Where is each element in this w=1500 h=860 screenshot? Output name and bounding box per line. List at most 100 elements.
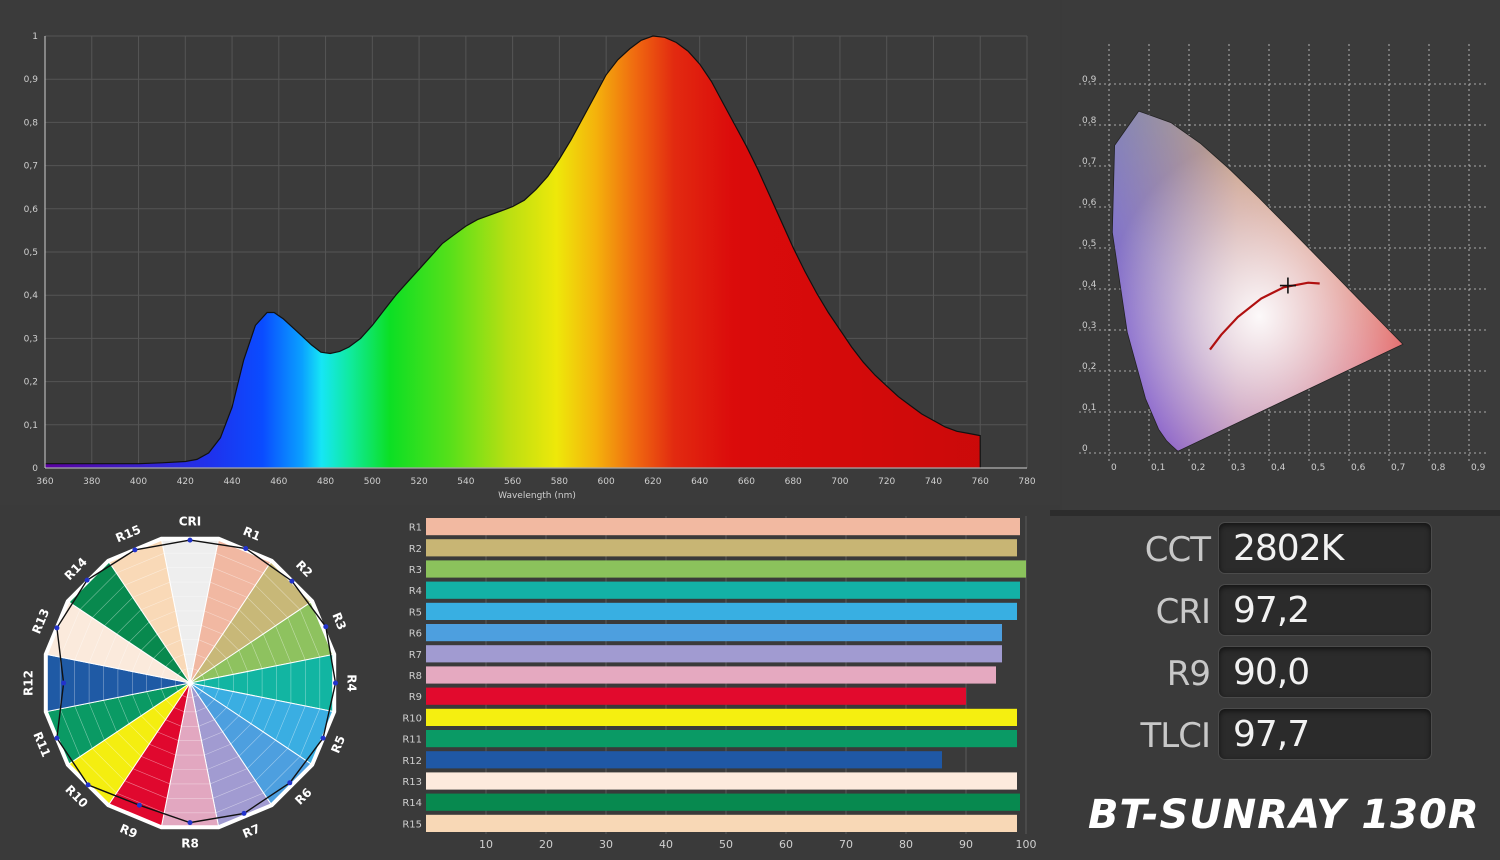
ri-bar-label: R12 xyxy=(402,756,422,767)
x-tick-label: 580 xyxy=(551,477,568,487)
y-tick-label: 0,2 xyxy=(1082,362,1096,372)
spectrum-chart: 360 380 400 420 440 460 480 500 520 540 560 580 600 6… xyxy=(0,0,1060,505)
wheel-ring xyxy=(132,625,248,741)
x-tick-label: 480 xyxy=(317,477,334,487)
metric-value-box: 90,0 xyxy=(1218,646,1432,698)
y-tick-label: 1 xyxy=(32,32,38,42)
score-point xyxy=(85,782,91,788)
y-tick-label: 0,8 xyxy=(1082,116,1097,126)
ri-bar-label: R4 xyxy=(409,586,422,597)
score-point xyxy=(84,577,90,583)
ri-bar-label: R9 xyxy=(409,692,422,703)
metric-tlci: TLCI 97,7 xyxy=(1100,706,1440,768)
wheel-label: CRI xyxy=(179,515,202,529)
wheel-ring xyxy=(103,596,277,770)
wheel-label: R5 xyxy=(328,734,348,756)
wheel-rings xyxy=(59,552,321,814)
y-tick-label: 0,2 xyxy=(24,378,38,388)
ri-bar-label: R15 xyxy=(402,819,422,830)
score-point xyxy=(54,735,60,741)
x-tick-label: 60 xyxy=(779,838,793,851)
x-tick-label: 20 xyxy=(539,838,553,851)
wheel-ring xyxy=(74,567,306,799)
y-tick-label: 0,7 xyxy=(24,162,38,172)
x-tick-label: 90 xyxy=(959,838,973,851)
x-tick-label: 50 xyxy=(719,838,733,851)
wheel-ring xyxy=(175,668,205,698)
score-point xyxy=(132,547,138,553)
wheel-ring xyxy=(160,653,220,713)
spectrum-area xyxy=(44,35,981,469)
y-tick-label: 0,1 xyxy=(1082,403,1096,413)
metrics-panel: CCT 2802K CRI 97,2 R9 90,0 TLCI 97,7 xyxy=(1100,520,1440,768)
x-tick-label: 0,4 xyxy=(1271,463,1286,473)
x-tick-label: 440 xyxy=(223,477,240,487)
x-tick-label: 420 xyxy=(177,477,194,487)
spectrum-x-label: Wavelength (nm) xyxy=(498,491,576,501)
metric-label: CRI xyxy=(1155,592,1211,632)
x-tick-label: 680 xyxy=(785,477,802,487)
ri-bar-label: R10 xyxy=(402,713,422,724)
x-tick-label: 720 xyxy=(878,477,895,487)
x-tick-label: 600 xyxy=(598,477,615,487)
ri-bar xyxy=(426,814,1017,832)
wheel-ring xyxy=(117,610,263,756)
wheel-label: R12 xyxy=(22,670,36,696)
x-tick-label: 760 xyxy=(972,477,989,487)
ri-bar xyxy=(426,708,1017,726)
score-point xyxy=(320,735,326,741)
ri-bar-label: R7 xyxy=(409,650,422,661)
y-tick-label: 0 xyxy=(32,464,38,474)
x-tick-label: 70 xyxy=(839,838,853,851)
wheel-label: R4 xyxy=(345,674,359,692)
x-tick-label: 740 xyxy=(925,477,942,487)
x-tick-label: 30 xyxy=(599,838,613,851)
product-name: BT-SUNRAY 130R xyxy=(1088,792,1480,838)
x-tick-label: 0 xyxy=(1111,463,1117,473)
chromaticity-point-marker xyxy=(1279,277,1296,294)
x-tick-label: 0,8 xyxy=(1431,463,1446,473)
x-tick-label: 660 xyxy=(738,477,755,487)
wheel-label: R8 xyxy=(181,837,199,851)
y-tick-label: 0,5 xyxy=(24,248,38,258)
ri-bar-label: R14 xyxy=(402,798,422,809)
cie-chromaticity-chart: 0 0,1 0,2 0,3 0,4 0,5 0,6 0,7 0,8 0,9 0 0,1 0,2 0,3 0… xyxy=(1062,0,1500,510)
horizontal-divider xyxy=(1050,510,1500,516)
x-tick-label: 100 xyxy=(1016,838,1037,851)
score-point xyxy=(241,810,247,816)
score-point xyxy=(289,578,295,584)
ri-bar-label: R5 xyxy=(409,607,422,618)
ri-bar-label: R1 xyxy=(409,523,422,534)
y-tick-label: 0,4 xyxy=(24,291,39,301)
ri-bar-label: R8 xyxy=(409,671,422,682)
score-point xyxy=(333,680,338,686)
wheel-ring xyxy=(146,639,234,727)
metric-r9: R9 90,0 xyxy=(1100,644,1440,706)
spectral-locus xyxy=(1111,110,1404,452)
y-tick-label: 0,6 xyxy=(1082,198,1097,208)
y-tick-label: 0,1 xyxy=(24,421,38,431)
score-point xyxy=(54,625,60,631)
metric-value-box: 97,2 xyxy=(1218,584,1432,636)
ri-bar-label: R2 xyxy=(409,544,422,555)
x-tick-label: 80 xyxy=(899,838,913,851)
y-tick-label: 0,4 xyxy=(1082,280,1097,290)
ri-bar xyxy=(426,730,1017,748)
ri-bar xyxy=(426,687,966,705)
x-tick-label: 0,3 xyxy=(1231,463,1245,473)
x-tick-label: 500 xyxy=(364,477,381,487)
y-tick-label: 0,8 xyxy=(24,118,39,128)
x-tick-label: 520 xyxy=(411,477,428,487)
ri-bar xyxy=(426,751,942,769)
y-tick-label: 0,9 xyxy=(1082,75,1097,85)
metric-label: CCT xyxy=(1144,530,1211,570)
ri-bar-label: R13 xyxy=(402,777,422,788)
x-tick-label: 0,7 xyxy=(1391,463,1405,473)
ri-bar xyxy=(426,602,1017,620)
wheel-outer-ring xyxy=(43,536,337,830)
metric-label: R9 xyxy=(1166,654,1211,694)
ri-bar xyxy=(426,539,1017,557)
metric-value: 97,7 xyxy=(1233,714,1310,755)
x-tick-label: 780 xyxy=(1018,477,1035,487)
